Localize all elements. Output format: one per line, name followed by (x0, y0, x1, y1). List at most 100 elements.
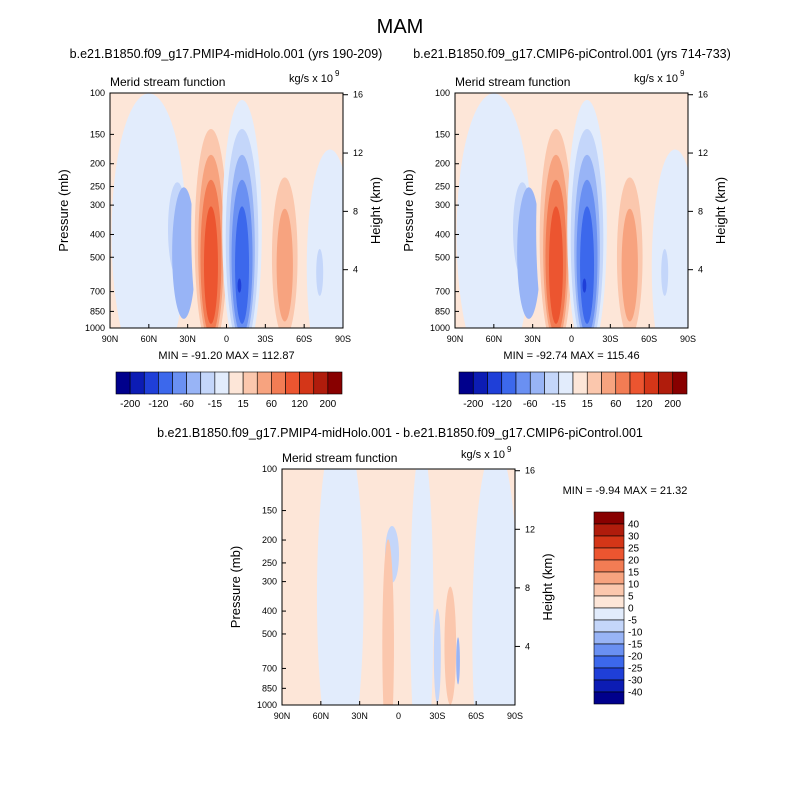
y-tick-label: 200 (90, 159, 105, 169)
x-tick-label: 30S (257, 334, 273, 344)
x-tick-label: 60N (313, 711, 330, 721)
y-tick-label: 150 (435, 129, 450, 139)
y-tick-label: 100 (90, 88, 105, 98)
y-tick-label: 250 (262, 558, 277, 568)
x-tick-label: 60S (641, 334, 657, 344)
colorbar-swatch (572, 371, 588, 395)
y-axis-label: Pressure (mb) (56, 169, 71, 251)
colorbar-swatch (593, 643, 625, 657)
units-exponent: 9 (507, 445, 512, 454)
min-max-stats: MIN = -92.74 MAX = 115.46 (503, 350, 639, 362)
y-tick-label: 700 (90, 287, 105, 297)
colorbar-label: -5 (628, 616, 637, 627)
colorbar-label: -40 (628, 688, 643, 699)
contour-region (444, 586, 457, 705)
y-tick-label: 250 (90, 182, 105, 192)
y-tick-label: 1000 (257, 700, 277, 710)
colorbar-swatch (472, 371, 488, 395)
y-tick-label: 250 (435, 182, 450, 192)
panel-1: b.e21.B1850.f09_g17.PMIP4-midHolo.001 (y… (56, 47, 383, 362)
panel-title: b.e21.B1850.f09_g17.PMIP4-midHolo.001 - … (157, 426, 643, 440)
x-tick-label: 30N (351, 711, 368, 721)
x-tick-label: 90N (274, 711, 291, 721)
x-tick-label: 90S (335, 334, 351, 344)
y-tick-label: 850 (435, 306, 450, 316)
colorbar-swatch (593, 679, 625, 693)
min-max-stats: MIN = -9.94 MAX = 21.32 (563, 485, 688, 497)
colorbar-swatch (593, 559, 625, 573)
y-tick-label: 100 (435, 88, 450, 98)
y-right-tick-label: 16 (353, 90, 363, 100)
colorbar-swatch (643, 371, 659, 395)
colorbar-label: -200 (463, 399, 483, 410)
y-tick-label: 300 (435, 200, 450, 210)
x-tick-label: 30N (524, 334, 541, 344)
y-tick-label: 1000 (85, 323, 105, 333)
colorbar-label: -15 (552, 399, 567, 410)
colorbar-swatch (593, 511, 625, 525)
colorbar-swatch (285, 371, 300, 395)
y-tick-label: 850 (262, 683, 277, 693)
colorbar-swatch (601, 371, 617, 395)
y-right-tick-label: 4 (525, 641, 530, 651)
y-tick-label: 150 (262, 506, 277, 516)
colorbar-label: -30 (628, 676, 643, 687)
contour-fills (316, 469, 515, 705)
y-right-tick-label: 8 (353, 206, 358, 216)
y-axis-label: Pressure (mb) (228, 546, 243, 628)
x-tick-label: 60S (468, 711, 484, 721)
y-right-axis-label: Height (km) (368, 177, 383, 244)
colorbar-swatch (629, 371, 645, 395)
min-max-stats: MIN = -91.20 MAX = 112.87 (158, 350, 294, 362)
colorbar-label: -15 (208, 399, 223, 410)
colorbar-swatch (200, 371, 216, 395)
contour-region (172, 187, 196, 319)
colorbar-2: -200 -120 -60 -15 15 60 120 200 (458, 371, 688, 410)
contour-region (582, 278, 587, 293)
panel-2: b.e21.B1850.f09_g17.CMIP6-piControl.001 … (401, 47, 731, 362)
x-tick-label: 0 (224, 334, 229, 344)
y-right-tick-label: 12 (698, 148, 708, 158)
panel-title: b.e21.B1850.f09_g17.CMIP6-piControl.001 … (413, 47, 731, 61)
units-exponent: 9 (335, 69, 340, 78)
x-tick-label: 30S (602, 334, 618, 344)
colorbar-swatch (558, 371, 574, 395)
y-right-tick-label: 16 (698, 90, 708, 100)
y-tick-label: 700 (435, 287, 450, 297)
colorbar-label: 60 (610, 399, 622, 410)
y-right-tick-label: 8 (698, 206, 703, 216)
contour-region (456, 637, 460, 685)
y-tick-label: 150 (90, 129, 105, 139)
colorbar-label: 15 (628, 568, 640, 579)
colorbar-swatch (593, 667, 625, 681)
y-right-tick-label: 16 (525, 466, 535, 476)
colorbar-swatch (172, 371, 187, 395)
y-tick-label: 300 (262, 577, 277, 587)
variable-label: Merid stream function (110, 75, 225, 89)
contour-region (517, 187, 541, 319)
y-tick-label: 400 (435, 229, 450, 239)
y-tick-label: 1000 (430, 323, 450, 333)
colorbar-label: -60 (179, 399, 194, 410)
x-tick-label: 90S (680, 334, 696, 344)
y-tick-label: 400 (90, 229, 105, 239)
y-tick-label: 500 (435, 252, 450, 262)
colorbar-swatch (158, 371, 173, 395)
colorbar-swatch (544, 371, 560, 395)
colorbar-label: 30 (628, 532, 640, 543)
colorbar-label: 0 (628, 604, 634, 615)
colorbar-swatch (271, 371, 286, 395)
colorbar-swatch (313, 371, 329, 395)
colorbar-swatch (593, 535, 625, 549)
contour-region (316, 469, 364, 705)
colorbar-label: -10 (628, 628, 643, 639)
contour-region (276, 208, 293, 322)
colorbar-swatch (593, 571, 625, 585)
colorbar-swatch (214, 371, 230, 395)
contour-region (433, 608, 441, 704)
y-right-axis-label: Height (km) (713, 177, 728, 244)
colorbar-label: 20 (628, 556, 640, 567)
colorbar-swatch (593, 619, 625, 633)
variable-label: Merid stream function (282, 451, 397, 465)
